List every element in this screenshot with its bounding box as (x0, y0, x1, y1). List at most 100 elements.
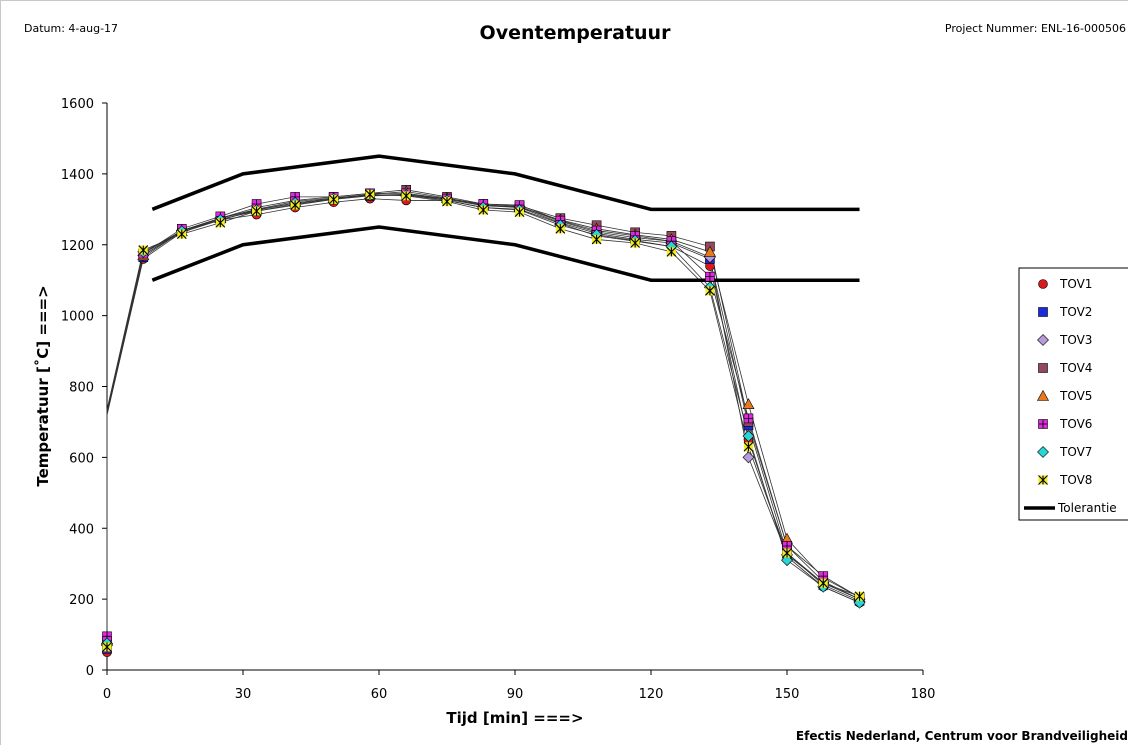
point-tov8-cross (365, 189, 375, 200)
point-tov8-cross (818, 578, 829, 589)
point-tov8 (591, 234, 602, 245)
y-tick-label: 600 (69, 451, 94, 466)
point-tov8 (854, 591, 865, 602)
point-tov8-cross (478, 205, 489, 215)
report-date: Datum: 4-aug-17 (24, 22, 119, 35)
tolerance-upper (151, 154, 860, 212)
legend-label-tov8: TOV8 (1059, 473, 1092, 487)
point-tov8-cross (138, 245, 149, 255)
point-tov8-cross (743, 441, 754, 452)
legend-marker-tov8 (1038, 475, 1048, 485)
y-axis-label: Temperatuur [˚C] ===> (34, 285, 52, 486)
point-tov8-cross (666, 246, 677, 257)
point-tov8 (818, 578, 829, 589)
x-tick-label: 90 (507, 687, 524, 702)
legend-marker-tov8-cross (1038, 475, 1048, 485)
x-tick-label: 150 (775, 687, 800, 702)
x-tick-label: 30 (235, 687, 252, 702)
point-tov8 (705, 285, 715, 296)
legend-label-tov1: TOV1 (1059, 277, 1092, 291)
point-tov8 (290, 200, 301, 210)
legend-marker-tov3 (1037, 334, 1049, 346)
legend-marker-tov2 (1038, 307, 1048, 317)
point-tov8-cross (215, 217, 226, 228)
point-tov8 (102, 642, 112, 652)
tolerance-lower (151, 225, 860, 282)
point-tov6 (743, 413, 754, 424)
point-tov3 (742, 451, 755, 464)
legend-label-tov7: TOV7 (1059, 445, 1092, 459)
point-tov8 (215, 217, 226, 228)
point-tov8 (176, 229, 187, 240)
legend-label-tov2: TOV2 (1059, 305, 1092, 319)
point-tov8-cross (401, 190, 412, 201)
point-tov8 (251, 206, 262, 216)
x-tick-label: 0 (103, 687, 111, 702)
legend-label-tov6: TOV6 (1059, 417, 1092, 431)
legend-marker-tov7 (1037, 446, 1049, 458)
point-tov8 (555, 223, 566, 234)
point-tov8-cross (102, 642, 112, 652)
point-tov8 (442, 196, 452, 207)
point-tov8-cross (630, 238, 641, 248)
point-tov8 (630, 238, 641, 248)
point-tov8-cross (854, 591, 865, 602)
point-tov8 (328, 194, 339, 205)
point-tov8-cross (251, 206, 262, 216)
legend-label-tov5: TOV5 (1059, 389, 1092, 403)
y-tick-label: 200 (69, 593, 94, 608)
legend-marker-tov4 (1038, 363, 1048, 373)
y-tick-label: 400 (69, 522, 94, 537)
point-tov5 (742, 398, 755, 410)
point-tov8 (401, 190, 412, 201)
point-tov8-cross (290, 200, 301, 210)
y-tick-label: 1400 (61, 168, 94, 183)
y-tick-label: 1000 (61, 310, 94, 325)
legend-marker-tov6-cross (1038, 419, 1048, 429)
raw-traces (106, 189, 860, 653)
point-tov8 (514, 207, 525, 218)
point-tov8 (365, 189, 375, 200)
point-tov8-cross (591, 234, 602, 245)
point-tov7 (742, 430, 755, 443)
point-tov6-cross (743, 413, 753, 423)
chart-title: Oventemperatuur (479, 22, 671, 44)
point-tov8 (138, 245, 149, 255)
y-tick-label: 800 (69, 381, 94, 396)
tolerance-lines (151, 154, 860, 282)
axes: 0 200 400 600 800 1000 1200 1400 1600 0 30 60 90 120 1… (61, 97, 936, 702)
point-tov5 (703, 245, 716, 257)
data-markers (100, 185, 866, 658)
x-axis-label: Tijd [min] ===> (446, 709, 583, 727)
point-tov8 (478, 205, 489, 215)
point-tov6 (705, 271, 715, 282)
legend-marker-tov1 (1038, 279, 1048, 289)
trace-tov6 (106, 192, 860, 637)
legend-box (1018, 267, 1128, 521)
trace-tov8 (106, 194, 860, 647)
legend-label-tov3: TOV3 (1059, 333, 1092, 347)
point-tov8 (743, 441, 754, 452)
legend-label-tov4: TOV4 (1059, 361, 1092, 375)
point-tov6-cross (705, 272, 715, 282)
y-tick-label: 0 (86, 664, 94, 679)
legend: TOV1 TOV2 TOV3 TOV4 TOV5 TOV6 TOV7 TOV8 Tolerant… (1018, 267, 1128, 521)
point-tov8 (782, 548, 792, 558)
legend-label-tolerantie: Tolerantie (1057, 501, 1117, 515)
footer-organization: Efectis Nederland, Centrum voor Brandvei… (795, 729, 1128, 743)
y-tick-label: 1200 (61, 239, 94, 254)
point-tov8 (666, 246, 677, 257)
x-tick-label: 120 (639, 687, 664, 702)
legend-marker-tov6 (1038, 419, 1048, 429)
point-tov8-cross (176, 229, 187, 240)
point-tov8-cross (442, 196, 452, 207)
point-tov8-cross (705, 285, 715, 296)
project-number: Project Nummer: ENL-16-000506 (944, 22, 1126, 35)
x-tick-label: 60 (371, 687, 388, 702)
x-tick-label: 180 (911, 687, 936, 702)
point-tov8-cross (555, 223, 566, 234)
point-tov8-cross (514, 207, 525, 218)
point-tov8-cross (328, 194, 339, 205)
